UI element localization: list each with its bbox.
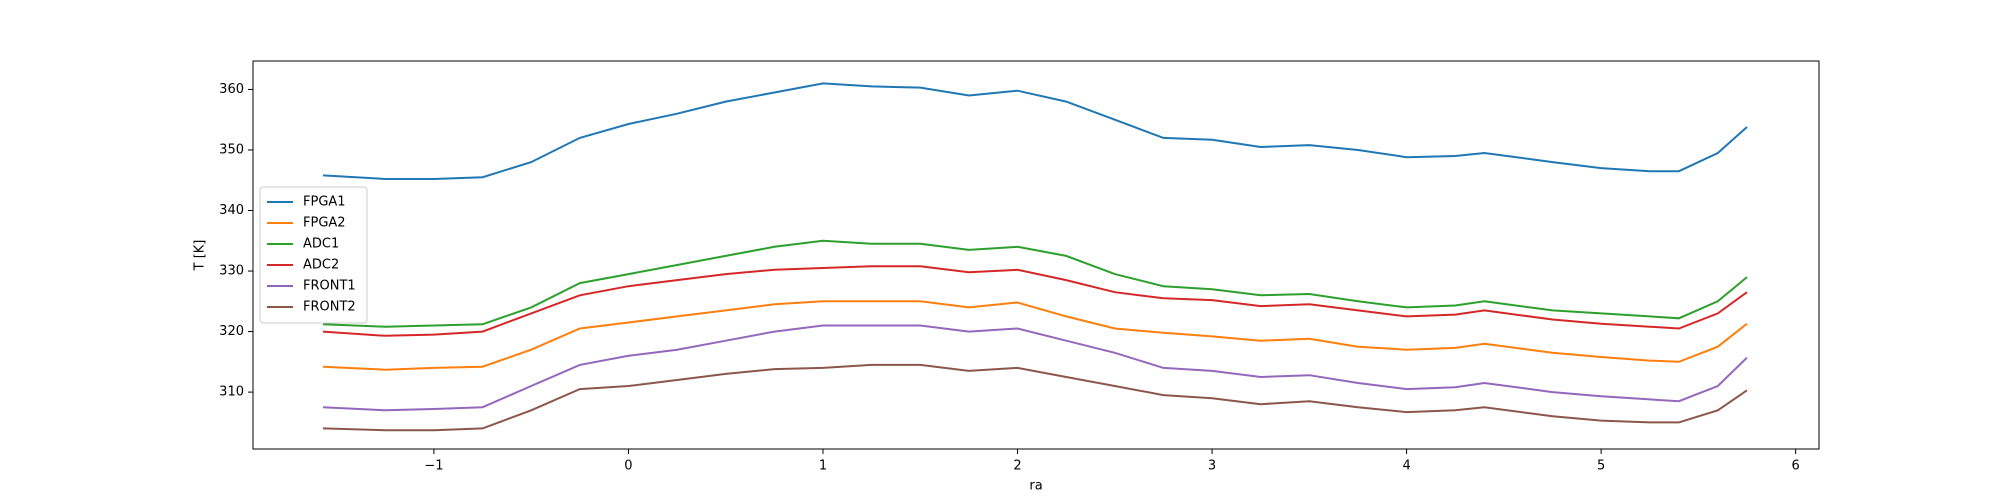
y-tick-label: 310: [219, 385, 244, 400]
y-tick-label: 360: [219, 82, 244, 97]
legend-label: FPGA2: [303, 216, 346, 231]
x-tick-label: 2: [1013, 459, 1021, 474]
x-tick-label: 4: [1402, 459, 1410, 474]
x-tick-label: −1: [424, 459, 443, 474]
legend-box: [259, 186, 368, 324]
legend-label: ADC1: [303, 237, 339, 252]
x-tick-label: 6: [1792, 459, 1800, 474]
y-tick-label: 340: [219, 203, 244, 218]
series-line: [322, 363, 1748, 432]
series-line: [322, 82, 1748, 180]
legend-label: FRONT2: [303, 300, 356, 315]
legend-label: FRONT1: [303, 279, 356, 294]
x-tick-label: 5: [1597, 459, 1605, 474]
y-tick-label: 320: [219, 324, 244, 339]
plot-frame: [252, 60, 1820, 450]
series-line: [322, 265, 1748, 337]
series-line: [322, 300, 1748, 371]
x-tick-label: 0: [624, 459, 632, 474]
x-tick-label: 1: [819, 459, 827, 474]
y-tick-label: 330: [219, 264, 244, 279]
series-line: [322, 324, 1748, 412]
legend-label: ADC2: [303, 258, 339, 273]
y-tick-label: 350: [219, 142, 244, 157]
x-tick-label: 3: [1208, 459, 1216, 474]
series-line: [322, 239, 1748, 328]
legend-label: FPGA1: [303, 195, 346, 210]
y-axis-label: T [K]: [193, 240, 208, 272]
x-axis-label: ra: [1029, 479, 1042, 494]
